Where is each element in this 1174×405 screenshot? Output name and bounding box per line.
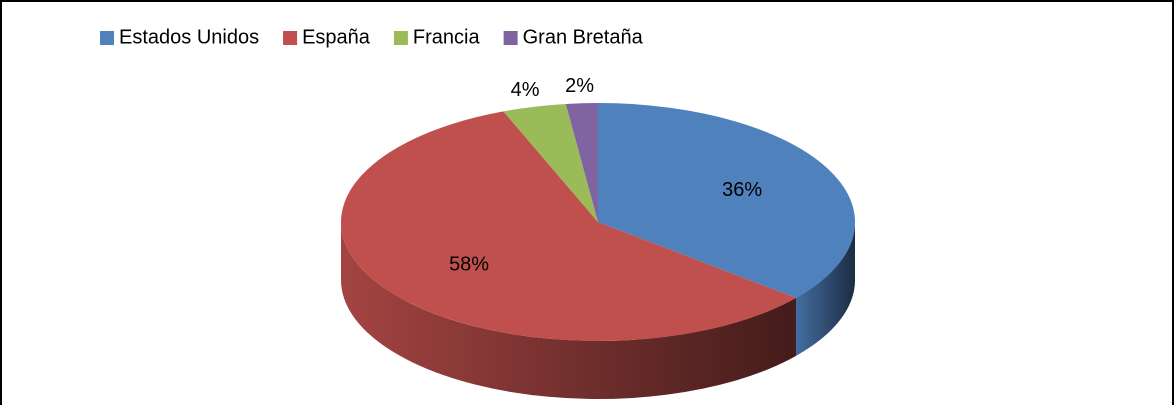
slice <box>598 103 855 298</box>
legend-label: Gran Bretaña <box>523 26 644 48</box>
data-label: 36% <box>722 179 762 201</box>
legend-swatch <box>100 31 114 45</box>
pie-tops <box>341 103 855 342</box>
data-labels: 36% 58% 4% 2% <box>449 75 762 276</box>
legend-label: Francia <box>413 26 481 48</box>
data-label: 4% <box>511 79 540 101</box>
slice <box>503 103 598 222</box>
data-label: 58% <box>449 254 489 276</box>
pie-sides <box>341 222 855 399</box>
slice-side-shade <box>341 222 797 399</box>
data-label: 2% <box>565 75 594 97</box>
legend-label: España <box>302 26 371 48</box>
legend-label: Estados Unidos <box>119 26 259 48</box>
slice <box>341 111 797 342</box>
slice <box>565 103 598 222</box>
legend: Estados Unidos España Francia Gran Bretaña <box>100 26 644 48</box>
legend-swatch <box>393 31 408 45</box>
legend-swatch <box>283 31 298 45</box>
legend-swatch <box>503 31 518 45</box>
slice-side-shade <box>796 222 855 356</box>
